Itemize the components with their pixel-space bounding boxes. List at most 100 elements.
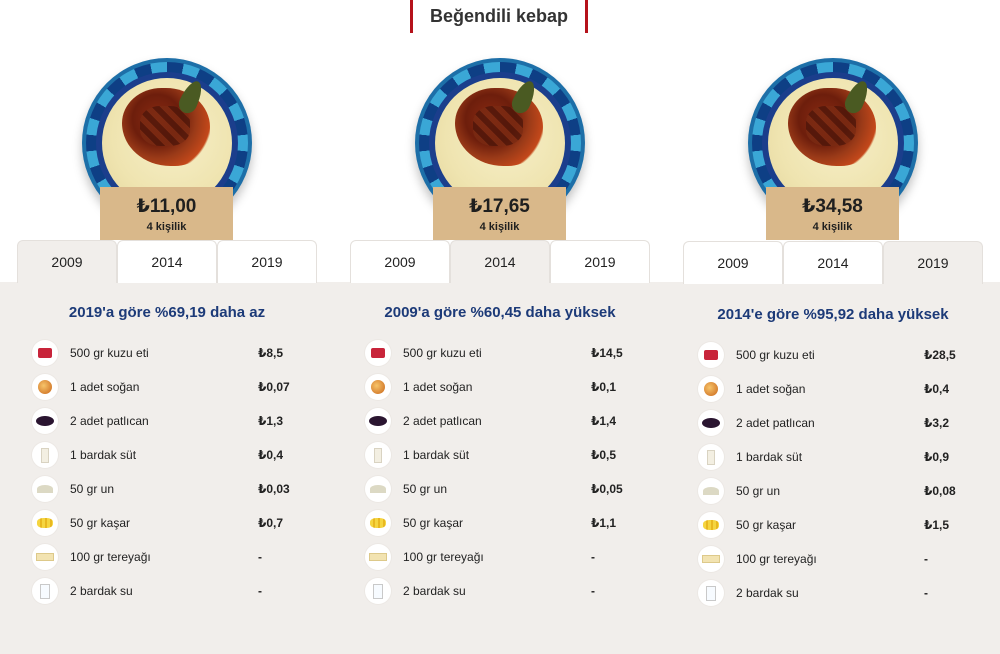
- cheese-icon: [365, 510, 391, 536]
- tab-2019[interactable]: 2019: [217, 240, 317, 283]
- ingredient-price: ₺14,5: [591, 346, 623, 360]
- ingredient-price: ₺0,7: [258, 516, 284, 530]
- tab-2019[interactable]: 2019: [550, 240, 650, 283]
- ingredient-list: 500 gr kuzu eti ₺14,5 1 adet soğan ₺0,1 2 ad…: [365, 336, 635, 608]
- ingredient-name: 50 gr kaşar: [70, 516, 131, 530]
- ingredient-name: 100 gr tereyağı: [70, 550, 151, 564]
- price-badge: ₺11,00 4 kişilik: [100, 187, 233, 240]
- butter-icon: [365, 544, 391, 570]
- list-item: 1 bardak süt ₺0,9: [698, 440, 968, 474]
- tab-2009[interactable]: 2009: [683, 241, 783, 284]
- milk-icon: [32, 442, 58, 468]
- ingredient-name: 50 gr un: [70, 482, 115, 496]
- ingredient-price: -: [258, 550, 262, 564]
- list-item: 50 gr un ₺0,08: [698, 474, 968, 508]
- comparison-headline: 2014'e göre %95,92 daha yüksek: [717, 306, 949, 323]
- list-item: 1 adet soğan ₺0,4: [698, 372, 968, 406]
- ingredient-price: ₺0,5: [591, 448, 617, 462]
- ingredient-price: ₺0,03: [258, 482, 290, 496]
- comparison-headline: 2019'a göre %69,19 daha az: [68, 304, 266, 321]
- ingredient-name: 50 gr un: [403, 482, 448, 496]
- tab-2014[interactable]: 2014: [450, 240, 550, 283]
- list-item: 500 gr kuzu eti ₺8,5: [32, 336, 302, 370]
- cheese-icon: [698, 512, 724, 538]
- list-item: 1 bardak süt ₺0,5: [365, 438, 635, 472]
- total-price: ₺34,58: [802, 195, 863, 217]
- list-item: 1 adet soğan ₺0,1: [365, 370, 635, 404]
- ingredient-name: 1 bardak süt: [403, 448, 470, 462]
- onion-icon: [32, 374, 58, 400]
- tab-2009[interactable]: 2009: [350, 240, 450, 283]
- list-item: 50 gr kaşar ₺0,7: [32, 506, 302, 540]
- ingredient-name: 2 adet patlıcan: [70, 414, 149, 428]
- ingredient-name: 2 bardak su: [736, 586, 799, 600]
- water-icon: [698, 580, 724, 606]
- list-item: 2 adet patlıcan ₺1,3: [32, 404, 302, 438]
- ingredient-name: 2 bardak su: [403, 584, 466, 598]
- servings-label: 4 kişilik: [146, 220, 187, 233]
- eggplant-icon: [32, 408, 58, 434]
- onion-icon: [365, 374, 391, 400]
- meat-icon: [698, 342, 724, 368]
- list-item: 100 gr tereyağı -: [698, 542, 968, 576]
- onion-icon: [698, 376, 724, 402]
- ingredient-price: ₺0,4: [258, 448, 284, 462]
- ingredient-price: ₺0,08: [924, 484, 956, 498]
- ingredient-name: 100 gr tereyağı: [736, 552, 817, 566]
- ingredient-name: 1 bardak süt: [736, 450, 803, 464]
- ingredient-list: 500 gr kuzu eti ₺8,5 1 adet soğan ₺0,07 2 ad…: [32, 336, 302, 608]
- tab-2019[interactable]: 2019: [883, 241, 983, 284]
- ingredient-price: ₺0,07: [258, 380, 290, 394]
- ingredient-name: 50 gr un: [736, 484, 781, 498]
- ingredient-name: 1 adet soğan: [403, 380, 473, 394]
- ingredient-price: ₺0,4: [924, 382, 950, 396]
- list-item: 500 gr kuzu eti ₺28,5: [698, 338, 968, 372]
- butter-icon: [698, 546, 724, 572]
- ingredient-price: ₺1,1: [591, 516, 617, 530]
- eggplant-icon: [365, 408, 391, 434]
- tab-2014[interactable]: 2014: [783, 241, 883, 284]
- list-item: 100 gr tereyağı -: [365, 540, 635, 574]
- year-tabs: 2009 2014 2019: [17, 240, 317, 283]
- ingredient-list: 500 gr kuzu eti ₺28,5 1 adet soğan ₺0,4 2 ad…: [698, 338, 968, 610]
- ingredient-price: ₺1,5: [924, 518, 950, 532]
- cheese-icon: [32, 510, 58, 536]
- year-column-2014: ₺17,65 4 kişilik 2009 2014 2019 2009'a gör…: [333, 0, 667, 654]
- list-item: 1 bardak süt ₺0,4: [32, 438, 302, 472]
- ingredient-price: -: [591, 550, 595, 564]
- list-item: 2 bardak su -: [365, 574, 635, 608]
- ingredient-name: 50 gr kaşar: [736, 518, 797, 532]
- ingredient-name: 2 adet patlıcan: [736, 416, 815, 430]
- servings-label: 4 kişilik: [812, 220, 853, 233]
- flour-icon: [32, 476, 58, 502]
- milk-icon: [365, 442, 391, 468]
- ingredient-price: -: [924, 586, 928, 600]
- ingredient-price: -: [258, 584, 262, 598]
- list-item: 2 bardak su -: [698, 576, 968, 610]
- list-item: 50 gr un ₺0,05: [365, 472, 635, 506]
- water-icon: [32, 578, 58, 604]
- ingredient-price: -: [591, 584, 595, 598]
- tab-2014[interactable]: 2014: [117, 240, 217, 283]
- flour-icon: [698, 478, 724, 504]
- ingredient-name: 1 bardak süt: [70, 448, 137, 462]
- ingredient-name: 500 gr kuzu eti: [736, 348, 815, 362]
- total-price: ₺11,00: [136, 195, 197, 217]
- ingredient-name: 1 adet soğan: [70, 380, 140, 394]
- meat-icon: [32, 340, 58, 366]
- year-column-2009: ₺11,00 4 kişilik 2009 2014 2019 2019'a gör…: [0, 0, 334, 654]
- list-item: 50 gr un ₺0,03: [32, 472, 302, 506]
- ingredient-name: 2 adet patlıcan: [403, 414, 482, 428]
- ingredient-price: ₺3,2: [924, 416, 950, 430]
- year-tabs: 2009 2014 2019: [350, 240, 650, 283]
- ingredient-price: ₺0,05: [591, 482, 623, 496]
- list-item: 50 gr kaşar ₺1,5: [698, 508, 968, 542]
- ingredient-price: ₺0,1: [591, 380, 617, 394]
- ingredient-price: ₺0,9: [924, 450, 950, 464]
- ingredient-price: ₺1,3: [258, 414, 284, 428]
- ingredient-price: ₺8,5: [258, 346, 284, 360]
- year-tabs: 2009 2014 2019: [683, 241, 983, 284]
- tab-2009[interactable]: 2009: [17, 240, 117, 283]
- ingredient-name: 2 bardak su: [70, 584, 133, 598]
- water-icon: [365, 578, 391, 604]
